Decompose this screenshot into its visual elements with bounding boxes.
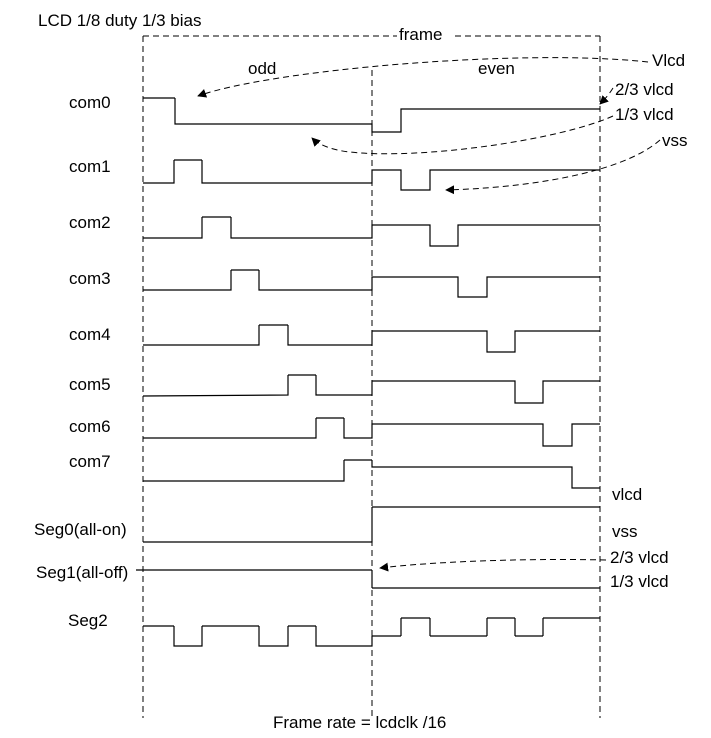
arrow-two-thirds-seg xyxy=(379,558,607,572)
label-com5: com5 xyxy=(69,375,111,394)
level-vss-seg: vss xyxy=(612,522,638,541)
level-one-third-seg: 1/3 vlcd xyxy=(610,572,669,591)
arrow-vlcd-to-com0 xyxy=(197,57,649,98)
waveform-com2 xyxy=(143,216,600,247)
diagram-title: LCD 1/8 duty 1/3 bias xyxy=(38,11,201,30)
level-vlcd-seg: vlcd xyxy=(612,485,642,504)
label-seg1: Seg1(all-off) xyxy=(36,563,128,582)
arrow-vss-to-com1 xyxy=(445,139,661,195)
odd-label: odd xyxy=(248,59,276,78)
arrow-one-third-to-com0 xyxy=(311,115,614,155)
label-com4: com4 xyxy=(69,325,111,344)
waveform-com5 xyxy=(142,374,600,404)
level-two-thirds-seg: 2/3 vlcd xyxy=(610,548,669,567)
waveform-com6 xyxy=(143,417,600,447)
level-two-thirds-top: 2/3 vlcd xyxy=(615,80,674,99)
label-seg0: Seg0(all-on) xyxy=(34,520,127,539)
waveform-seg2 xyxy=(143,617,600,647)
waveform-seg1 xyxy=(136,569,600,589)
frame-label: frame xyxy=(399,25,442,44)
waveform-com4 xyxy=(143,324,600,353)
level-one-third-top: 1/3 vlcd xyxy=(615,105,674,124)
waveform-com1 xyxy=(143,159,600,191)
frame-rate-footer: Frame rate = lcdclk /16 xyxy=(273,713,446,732)
level-vlcd-top: Vlcd xyxy=(652,51,685,70)
label-com7: com7 xyxy=(69,452,111,471)
arrow-two-thirds xyxy=(599,87,614,105)
label-seg2: Seg2 xyxy=(68,611,108,630)
label-com2: com2 xyxy=(69,213,111,232)
waveform-com3 xyxy=(143,269,600,298)
level-vss-top: vss xyxy=(662,131,688,150)
waveform-seg0 xyxy=(143,506,600,543)
label-com0: com0 xyxy=(69,93,111,112)
even-label: even xyxy=(478,59,515,78)
waveform-com0 xyxy=(143,97,600,133)
label-com3: com3 xyxy=(69,269,111,288)
waveform-com7 xyxy=(143,459,600,489)
label-com1: com1 xyxy=(69,157,111,176)
label-com6: com6 xyxy=(69,417,111,436)
